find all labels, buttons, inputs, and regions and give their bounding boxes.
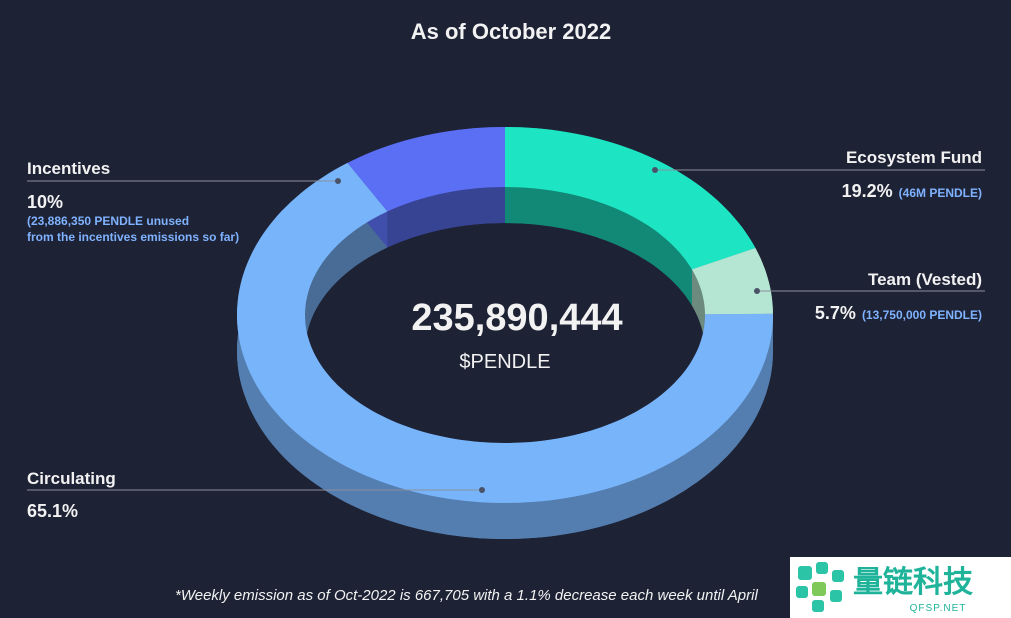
legend-label: Ecosystem Fund [846,148,982,167]
slice [237,162,773,503]
watermark: 量链科技 QFSP.NET [790,557,1011,618]
watermark-site: QFSP.NET [910,603,967,614]
center-label: $PENDLE [459,351,550,373]
slice [691,248,773,315]
value-label-group: 5.7% (13,750,000 PENDLE) [815,303,982,323]
value-note: from the incentives emissions so far) [27,230,239,244]
legend-label: Circulating [27,469,116,488]
chart-title: As of October 2022 [411,19,612,44]
value-label: 10% [27,192,63,212]
slice [347,127,505,212]
labels: Ecosystem Fund 19.2% (46M PENDLE) Team (Ves… [27,148,985,521]
leader-dot [652,167,658,173]
value-note: (23,886,350 PENDLE unused [27,214,189,228]
leader-dot [479,487,485,493]
slice-inner-wall [691,269,705,351]
legend-label: Team (Vested) [868,270,982,289]
value-label-group: 19.2% (46M PENDLE) [842,181,982,201]
legend-label: Incentives [27,159,110,178]
slice-inner-wall [387,187,505,248]
value-label: 5.7% [815,303,856,323]
leader-dot [754,288,760,294]
slice [505,127,756,270]
value-label: 65.1% [27,501,78,521]
donut [237,127,773,539]
center-value: 235,890,444 [411,297,622,339]
leader-dot [335,178,341,184]
footnote: *Weekly emission as of Oct-2022 is 667,7… [175,587,758,604]
value-note: (46M PENDLE) [899,186,982,200]
slice-inner-wall [505,187,692,306]
watermark-name: 量链科技 [853,565,973,599]
value-note: (13,750,000 PENDLE) [862,308,982,322]
value-label: 19.2% [842,181,893,201]
watermark-logo [796,562,844,612]
